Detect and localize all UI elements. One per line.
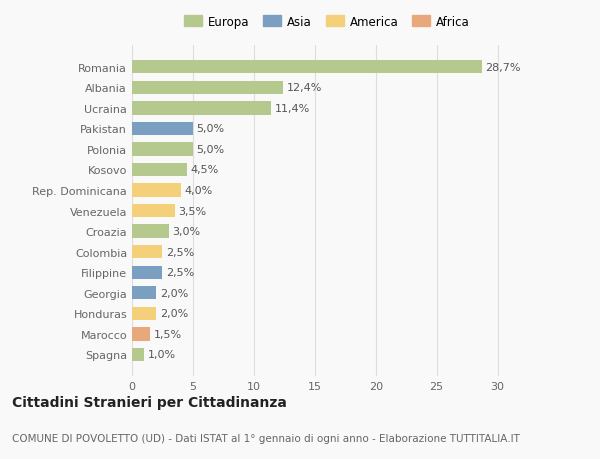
Bar <box>132 81 283 95</box>
Text: 5,0%: 5,0% <box>197 124 225 134</box>
Text: 28,7%: 28,7% <box>485 62 521 73</box>
Text: 2,0%: 2,0% <box>160 288 188 298</box>
Bar <box>132 204 175 218</box>
Bar <box>132 348 144 361</box>
Text: 3,5%: 3,5% <box>178 206 206 216</box>
Text: COMUNE DI POVOLETTO (UD) - Dati ISTAT al 1° gennaio di ogni anno - Elaborazione : COMUNE DI POVOLETTO (UD) - Dati ISTAT al… <box>12 433 520 442</box>
Bar <box>132 61 482 74</box>
Text: 1,5%: 1,5% <box>154 329 182 339</box>
Text: 3,0%: 3,0% <box>172 227 200 237</box>
Bar <box>132 286 157 300</box>
Text: 4,5%: 4,5% <box>191 165 219 175</box>
Text: 11,4%: 11,4% <box>275 104 310 113</box>
Bar <box>132 102 271 115</box>
Text: 2,5%: 2,5% <box>166 268 194 278</box>
Bar <box>132 225 169 238</box>
Text: Cittadini Stranieri per Cittadinanza: Cittadini Stranieri per Cittadinanza <box>12 395 287 409</box>
Bar <box>132 266 163 280</box>
Bar <box>132 307 157 320</box>
Bar <box>132 123 193 136</box>
Text: 4,0%: 4,0% <box>184 185 212 196</box>
Bar <box>132 143 193 156</box>
Text: 2,0%: 2,0% <box>160 309 188 319</box>
Bar <box>132 246 163 259</box>
Text: 5,0%: 5,0% <box>197 145 225 155</box>
Legend: Europa, Asia, America, Africa: Europa, Asia, America, Africa <box>179 11 475 34</box>
Bar <box>132 163 187 177</box>
Bar <box>132 328 150 341</box>
Text: 12,4%: 12,4% <box>287 83 322 93</box>
Bar <box>132 184 181 197</box>
Text: 1,0%: 1,0% <box>148 350 176 360</box>
Text: 2,5%: 2,5% <box>166 247 194 257</box>
